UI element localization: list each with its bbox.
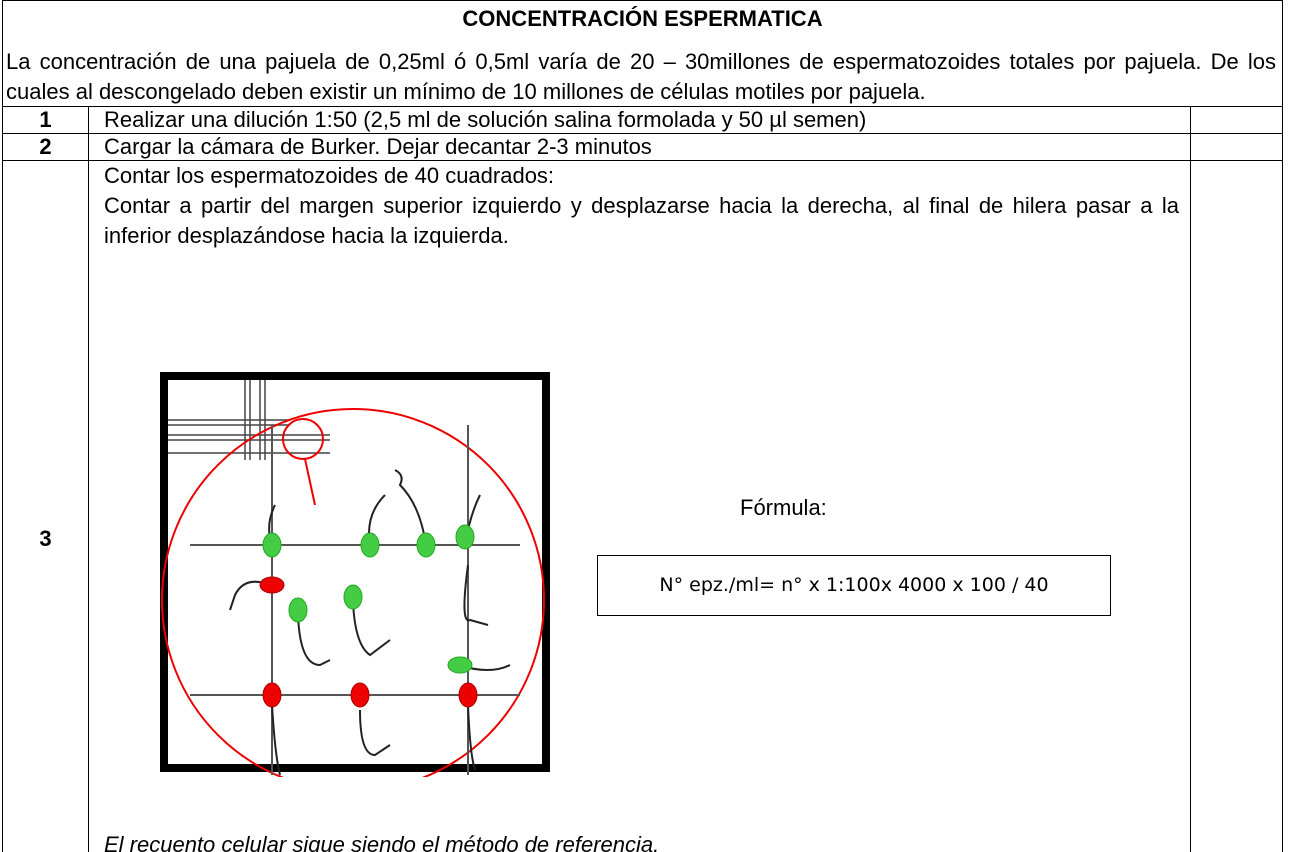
row-text: Realizar una dilución 1:50 (2,5 ml de so… <box>104 107 867 132</box>
row-text: Cargar la cámara de Burker. Dejar decant… <box>104 134 652 159</box>
intro: La concentración de una pajuela de 0,25m… <box>6 49 1276 104</box>
row-number: 2 <box>39 134 52 159</box>
burker-diagram <box>160 372 550 777</box>
row-text: Contar los espermatozoides de 40 cuadrad… <box>104 163 555 188</box>
formula: N° epz./ml= n° x 1:100x 4000 x 100 / 40 <box>659 574 1049 596</box>
title: CONCENTRACIÓN ESPERMATICA <box>462 6 823 31</box>
formula-box <box>597 555 1111 616</box>
cell <box>1190 133 1283 161</box>
note: El recuento celular sigue siendo el méto… <box>104 832 660 852</box>
formula-label: Fórmula: <box>740 495 827 520</box>
cell <box>1190 160 1283 852</box>
row-number: 3 <box>39 526 52 551</box>
row-number: 1 <box>39 107 52 132</box>
row-text: Contar a partir del margen superior izqu… <box>104 193 1179 248</box>
cell <box>2 160 89 852</box>
cell <box>1190 106 1283 134</box>
